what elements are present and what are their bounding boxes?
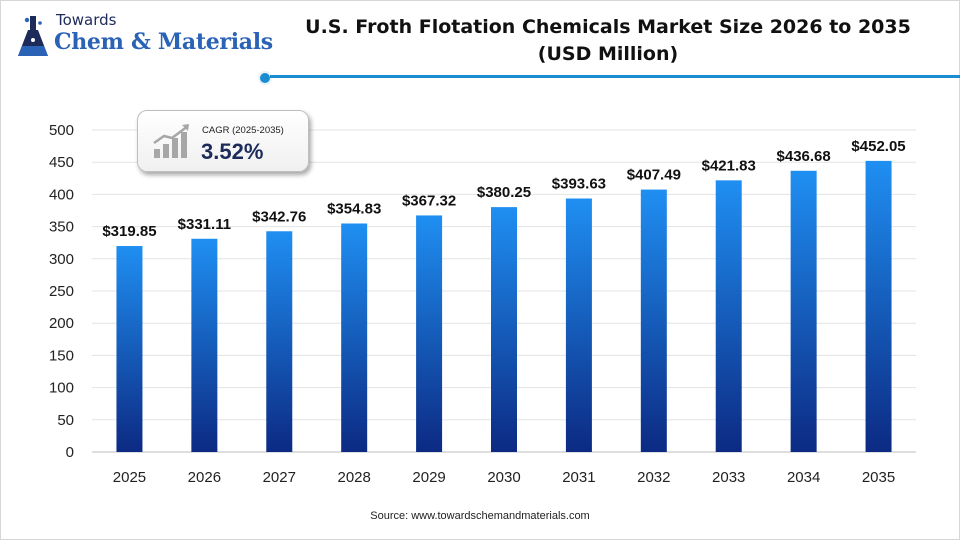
bar-2029 xyxy=(416,215,443,452)
y-tick-label: 150 xyxy=(49,347,74,364)
bar-value-label: $436.68 xyxy=(777,148,831,165)
bar-2032 xyxy=(640,189,667,452)
chart-title-line1: U.S. Froth Flotation Chemicals Market Si… xyxy=(305,16,911,38)
bar-value-label: $407.49 xyxy=(627,167,681,184)
y-tick-label: 100 xyxy=(49,380,74,397)
y-tick-label: 350 xyxy=(49,219,74,236)
bar-2025 xyxy=(116,246,143,452)
cagr-badge: CAGR (2025-2035) 3.52% xyxy=(137,110,309,172)
y-tick-label: 50 xyxy=(57,412,74,429)
bar-value-label: $452.05 xyxy=(851,138,905,155)
x-tick-label: 2033 xyxy=(712,469,745,486)
bar-2035 xyxy=(865,160,892,452)
x-tick-label: 2026 xyxy=(188,469,221,486)
chart-title-line2: (USD Million) xyxy=(537,43,679,65)
bar-2027 xyxy=(266,231,293,452)
x-tick-label: 2032 xyxy=(637,469,670,486)
brand-top-text: Towards xyxy=(56,11,117,29)
bar-value-label: $331.11 xyxy=(178,216,231,233)
bar-value-label: $367.32 xyxy=(402,192,456,209)
source-note: Source: www.towardschemandmaterials.com xyxy=(370,510,590,522)
y-tick-label: 250 xyxy=(49,283,74,300)
x-tick-label: 2031 xyxy=(562,469,595,486)
x-tick-label: 2029 xyxy=(412,469,445,486)
bar-value-label: $342.76 xyxy=(252,208,306,225)
bar-value-label: $319.85 xyxy=(102,223,156,240)
y-tick-label: 450 xyxy=(49,154,74,171)
x-tick-label: 2027 xyxy=(263,469,296,486)
cagr-value: 3.52% xyxy=(201,139,264,164)
y-tick-label: 400 xyxy=(49,186,74,203)
brand-logo: Towards Chem & Materials xyxy=(16,8,273,66)
y-tick-label: 200 xyxy=(49,315,74,332)
y-tick-label: 0 xyxy=(66,444,74,461)
x-tick-label: 2025 xyxy=(113,469,146,486)
x-tick-label: 2034 xyxy=(787,469,820,486)
bar-2030 xyxy=(491,207,517,452)
title-divider-line xyxy=(270,75,960,78)
flask-logo-icon xyxy=(18,16,48,56)
cagr-label: CAGR (2025-2035) xyxy=(202,125,284,136)
title-divider-dot xyxy=(258,71,272,85)
bar-2028 xyxy=(341,223,368,452)
chart-title: U.S. Froth Flotation Chemicals Market Si… xyxy=(272,14,944,68)
bar-2033 xyxy=(715,180,742,452)
x-tick-label: 2030 xyxy=(487,469,520,486)
bar-value-label: $393.63 xyxy=(552,176,606,193)
bar-value-label: $380.25 xyxy=(477,184,531,201)
bar-2034 xyxy=(790,170,817,452)
bar-value-label: $421.83 xyxy=(702,157,756,174)
y-tick-label: 300 xyxy=(49,251,74,268)
bar-value-label: $354.83 xyxy=(327,200,381,217)
brand-main-text: Chem & Materials xyxy=(54,29,273,55)
bar-2026 xyxy=(191,238,218,452)
x-tick-label: 2035 xyxy=(862,469,895,486)
growth-chart-icon xyxy=(153,124,189,158)
bar-2031 xyxy=(565,198,592,452)
y-tick-label: 500 xyxy=(49,122,74,139)
x-tick-label: 2028 xyxy=(337,469,370,486)
